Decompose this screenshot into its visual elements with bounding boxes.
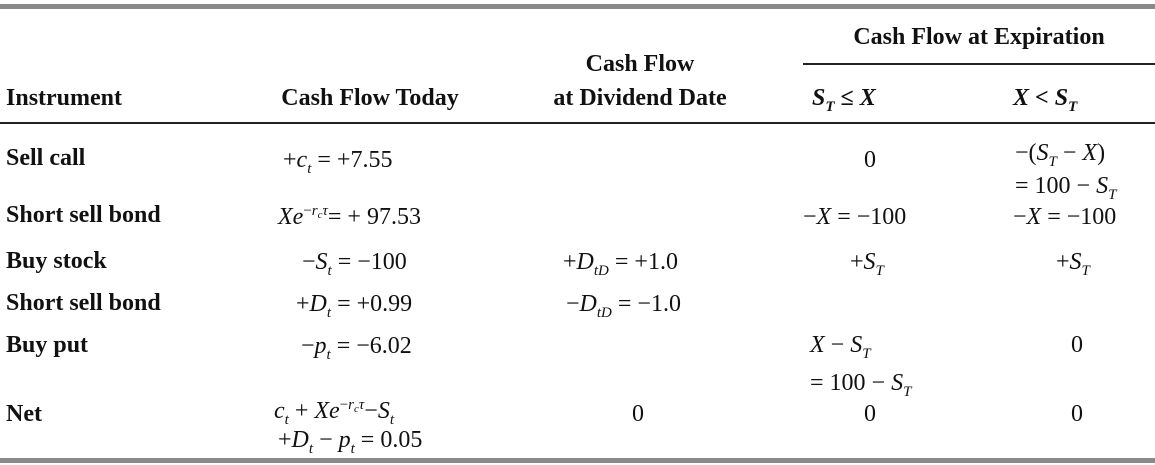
exp2-buy-put: 0 [1071, 332, 1083, 358]
row-label-buy-stock: Buy stock [6, 248, 107, 274]
col-header-today: Cash Flow Today [281, 85, 459, 111]
bottom-rule [0, 458, 1155, 463]
row-label-net: Net [6, 401, 42, 427]
expiration-span-rule [803, 63, 1155, 65]
col-header-expiration: Cash Flow at Expiration [853, 24, 1105, 50]
exp1-short-bond: −X = −100 [803, 204, 907, 230]
dividend-net: 0 [632, 401, 644, 427]
col-header-exp-1: ST ≤ X [812, 85, 876, 115]
today-net-line2: +Dt − pt = 0.05 [278, 427, 423, 457]
today-net-line1: ct + Xe−rcτ−St [274, 397, 394, 428]
exp1-sell-call: 0 [864, 147, 876, 173]
exp2-sell-call-line1: −(ST − X) [1015, 140, 1106, 170]
exp2-short-bond: −X = −100 [1013, 204, 1117, 230]
top-rule [0, 4, 1155, 9]
col-header-exp-2: X < ST [1013, 85, 1078, 115]
exp2-sell-call-line2: = 100 − ST [1015, 173, 1117, 203]
exp1-buy-put-line2: = 100 − ST [810, 370, 912, 400]
exp2-buy-stock: +ST [1056, 249, 1090, 279]
row-label-short-sell-bond-1: Short sell bond [6, 202, 161, 228]
col-header-dividend-line2: at Dividend Date [553, 85, 727, 111]
dividend-short-bond-2: −DtD = −1.0 [566, 291, 681, 321]
row-label-sell-call: Sell call [6, 145, 86, 171]
exp1-buy-put-line1: X − ST [810, 332, 871, 362]
today-buy-put: −pt = −6.02 [301, 333, 412, 363]
today-sell-call: +ct = +7.55 [283, 147, 393, 177]
header-rule [0, 122, 1155, 124]
today-buy-stock: −St = −100 [302, 249, 407, 279]
row-label-short-sell-bond-2: Short sell bond [6, 290, 161, 316]
today-short-bond-2: +Dt = +0.99 [296, 291, 413, 321]
exp1-buy-stock: +ST [850, 249, 884, 279]
col-header-dividend-line1: Cash Flow [585, 51, 695, 77]
today-short-bond: Xe−rcτ= + 97.53 [278, 203, 421, 231]
dividend-buy-stock: +DtD = +1.0 [563, 249, 678, 279]
exp1-net: 0 [864, 401, 876, 427]
row-label-buy-put: Buy put [6, 332, 89, 358]
col-header-instrument: Instrument [6, 85, 123, 111]
exp2-net: 0 [1071, 401, 1083, 427]
